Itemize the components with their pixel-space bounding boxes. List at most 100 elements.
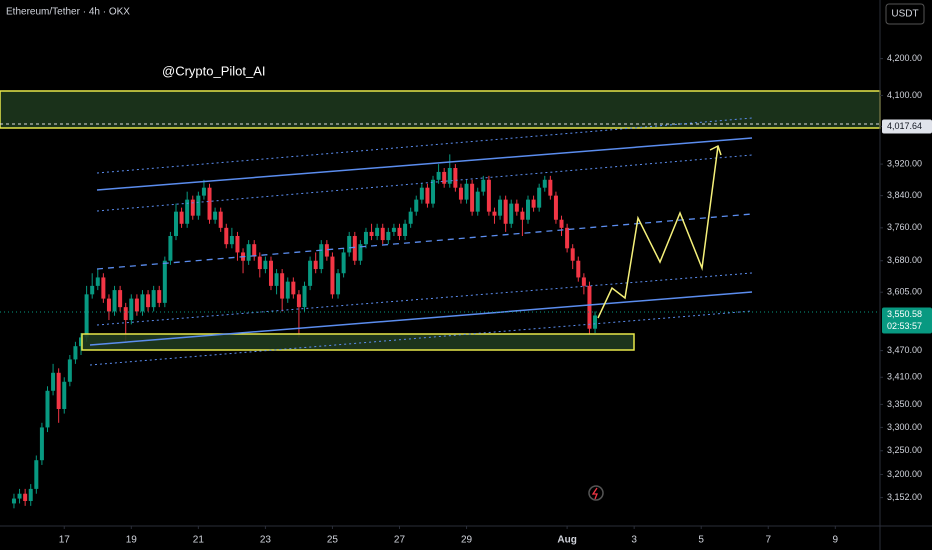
candle-body — [190, 199, 195, 216]
candle-body — [548, 179, 553, 196]
candle-body — [263, 260, 268, 270]
y-tick-label: 4,200.00 — [887, 53, 922, 63]
candle-body — [475, 191, 480, 212]
candle-body — [28, 488, 33, 501]
candle-body — [140, 294, 145, 312]
candle-body — [79, 337, 84, 347]
y-tick-label: 3,605.00 — [887, 287, 922, 297]
candle-body — [464, 183, 469, 200]
candle-body — [257, 256, 262, 270]
candle-body — [308, 260, 313, 286]
candle-body — [280, 273, 285, 299]
projection-arrow — [709, 144, 722, 156]
candle-body — [503, 199, 508, 224]
candle-body — [470, 183, 475, 212]
candle-body — [112, 290, 117, 312]
candle-body — [386, 231, 391, 241]
x-tick-label: 23 — [260, 535, 272, 546]
candle-body — [341, 252, 346, 274]
y-tick-label: 3,680.00 — [887, 255, 922, 265]
candle-body — [319, 244, 324, 270]
candle-body — [380, 227, 385, 241]
alert-icon-bolt — [591, 487, 598, 500]
candle-body — [514, 203, 519, 212]
candle-body — [151, 290, 156, 308]
y-tick-label: 3,300.00 — [887, 422, 922, 432]
candle-body — [129, 298, 134, 321]
candle-body — [587, 285, 592, 329]
candle-body — [224, 227, 229, 245]
candle-body — [196, 195, 201, 216]
alert-icon[interactable] — [588, 485, 604, 501]
x-tick-label: 17 — [59, 535, 71, 546]
candle-body — [67, 359, 72, 382]
candle-body — [358, 244, 363, 261]
candle-body — [274, 273, 279, 286]
x-tick-label: 21 — [193, 535, 205, 546]
y-tick-label: 3,152.00 — [887, 492, 922, 502]
symbol-header: Ethereum/Tether · 4h · OKX — [6, 7, 130, 18]
x-tick-label: 25 — [327, 535, 339, 546]
candle-body — [302, 285, 307, 308]
candle-body — [431, 179, 436, 204]
candle-body — [520, 211, 525, 220]
candle-body — [576, 260, 581, 278]
candle-body — [213, 211, 218, 220]
candle-body — [436, 171, 441, 180]
x-tick-label: Aug — [557, 535, 576, 546]
candle-body — [336, 273, 341, 295]
y-tick-label: 3,470.00 — [887, 345, 922, 355]
candle-body — [442, 171, 447, 184]
x-tick-label: 29 — [461, 535, 473, 546]
currency-button[interactable] — [885, 3, 925, 25]
candle-body — [526, 199, 530, 220]
y-tick-label: 3,200.00 — [887, 469, 922, 479]
channel-line — [96, 137, 753, 191]
candle-body — [246, 244, 251, 261]
candle-body — [95, 277, 100, 286]
x-tick-label: 7 — [765, 535, 771, 546]
y-tick-label: 3,410.00 — [887, 372, 922, 382]
candle-body — [296, 294, 301, 308]
candle-body — [492, 211, 497, 216]
last-price-box — [882, 307, 932, 334]
countdown: 02:53:57 — [887, 321, 922, 331]
candle-body — [268, 260, 273, 286]
supply-zone — [0, 90, 881, 129]
candle-body — [285, 281, 290, 299]
candle-body — [313, 260, 318, 270]
candle-body — [84, 294, 89, 338]
candle-body — [531, 199, 536, 208]
projection-path — [597, 145, 719, 319]
candle-body — [207, 187, 212, 220]
channel-line — [89, 310, 753, 366]
x-tick-label: 9 — [833, 535, 839, 546]
candle-body — [375, 227, 380, 236]
candle-body — [553, 195, 558, 220]
candle-body — [62, 381, 67, 409]
channel-line — [89, 291, 753, 346]
candle-body — [229, 235, 234, 245]
candle-body — [218, 211, 223, 228]
candle-body — [593, 315, 598, 329]
candle-body — [162, 260, 167, 303]
y-tick-label: 3,250.00 — [887, 445, 922, 455]
candle-body — [174, 211, 178, 236]
candle-body — [565, 227, 570, 249]
candle-body — [509, 203, 514, 224]
candle-body — [51, 372, 56, 391]
x-tick-label: 19 — [126, 535, 138, 546]
candle-body — [486, 179, 491, 212]
candle-body — [458, 187, 463, 200]
last-price-label: 3,550.58 — [887, 309, 922, 319]
y-tick-label: 3,920.00 — [887, 158, 922, 168]
candle-body — [17, 493, 22, 499]
candles — [11, 154, 598, 509]
candle-body — [498, 199, 503, 216]
x-tick-label: 3 — [631, 535, 637, 546]
candle-body — [291, 281, 296, 295]
y-tick-highlight — [882, 119, 932, 134]
candle-body — [118, 290, 123, 308]
candle-body — [537, 187, 542, 208]
